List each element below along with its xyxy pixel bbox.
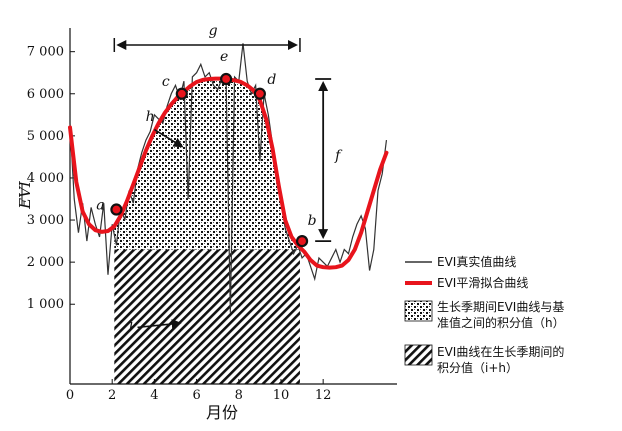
key-point-e xyxy=(220,72,233,86)
legend-label-h-line2: 准值之间的积分值（h） xyxy=(437,315,565,330)
integral-area-i xyxy=(114,249,300,384)
h-label: h xyxy=(146,109,155,125)
key-point-b xyxy=(295,234,309,248)
key-points: a c e d b xyxy=(96,49,317,248)
y-tick-label: 1 000 xyxy=(27,297,64,312)
key-point-c xyxy=(175,87,188,100)
y-tick-label: 6 000 xyxy=(27,87,64,102)
legend-swatch-ih xyxy=(404,344,433,366)
key-point-label-d: d xyxy=(267,72,276,88)
y-axis-label: EVI xyxy=(16,180,34,210)
key-point-a xyxy=(110,203,123,216)
x-tick-label: 4 xyxy=(150,388,158,403)
y-tick-label: 2 000 xyxy=(27,255,64,270)
y-tick-label: 3 000 xyxy=(27,213,64,228)
annotations: g f h i xyxy=(113,23,343,333)
i-pointer-arrow xyxy=(137,318,182,329)
g-label: g xyxy=(209,23,218,39)
key-point-label-b: b xyxy=(308,213,317,229)
x-axis-label: 月份 xyxy=(206,403,238,422)
legend-label-real: EVI真实值曲线 xyxy=(437,254,516,269)
legend-swatch-h xyxy=(404,300,433,322)
key-point-d xyxy=(253,87,266,100)
legend: EVI真实值曲线 EVI平滑拟合曲线 生长季期间EVI曲线与基 准值之间的积分值… xyxy=(404,254,565,375)
key-point-label-e: e xyxy=(220,49,228,65)
x-tick-label: 0 xyxy=(66,388,74,403)
x-tick-label: 6 xyxy=(192,388,200,403)
x-ticks: 0 2 4 6 8 10 12 xyxy=(66,379,332,403)
legend-label-ih-line1: EVI曲线在生长季期间的 xyxy=(437,344,564,359)
x-tick-label: 8 xyxy=(235,388,243,403)
x-tick-label: 10 xyxy=(273,388,290,403)
y-tick-label: 4 000 xyxy=(27,171,64,186)
key-point-label-c: c xyxy=(162,74,170,90)
key-point-label-a: a xyxy=(96,198,104,214)
f-label: f xyxy=(334,148,343,164)
y-ticks: 1 000 2 000 3 000 4 000 5 000 6 000 7 000 xyxy=(27,45,75,312)
i-label: i xyxy=(129,317,133,333)
legend-label-ih-line2: 积分值（i+h） xyxy=(437,360,518,375)
legend-label-h-line1: 生长季期间EVI曲线与基 xyxy=(437,300,564,314)
y-tick-label: 5 000 xyxy=(27,129,64,144)
legend-label-smooth: EVI平滑拟合曲线 xyxy=(437,275,528,290)
y-tick-label: 7 000 xyxy=(27,45,64,60)
h-pointer-arrow xyxy=(153,128,184,148)
x-tick-label: 12 xyxy=(315,388,332,403)
x-tick-label: 2 xyxy=(108,388,116,403)
